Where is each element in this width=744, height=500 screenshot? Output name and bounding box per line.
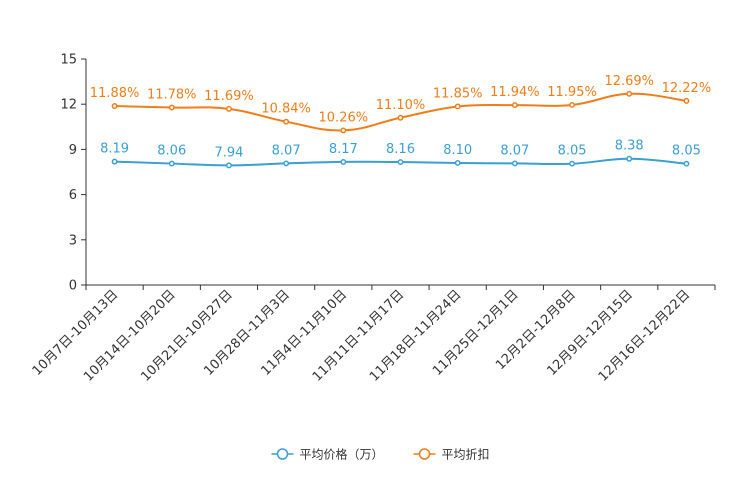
data-label: 8.05 (672, 144, 701, 159)
y-tick-label: 9 (69, 143, 77, 158)
data-label: 11.88% (90, 86, 140, 101)
legend-marker-icon (418, 448, 431, 460)
data-point[interactable] (454, 103, 461, 110)
data-point[interactable] (226, 162, 232, 169)
data-label: 8.06 (157, 144, 186, 159)
data-label: 8.17 (329, 142, 358, 157)
legend[interactable]: 平均价格（万） 平均折扣 (271, 447, 490, 462)
legend-label: 平均折扣 (442, 447, 490, 462)
data-label: 8.05 (558, 144, 587, 159)
data-point[interactable] (111, 158, 118, 165)
legend-marker-icon (276, 448, 289, 460)
data-point[interactable] (340, 127, 347, 134)
legend-item-1[interactable]: 平均价格（万） (271, 447, 384, 462)
data-point[interactable] (226, 105, 232, 112)
legend-item-2[interactable]: 平均折扣 (413, 447, 490, 462)
data-label: 8.07 (272, 143, 301, 158)
data-label: 8.07 (500, 143, 529, 158)
data-label: 8.10 (443, 143, 472, 158)
data-point[interactable] (626, 90, 633, 97)
data-label: 8.38 (615, 139, 644, 154)
data-point[interactable] (168, 160, 175, 167)
y-tick-label: 0 (69, 279, 77, 294)
y-tick-label: 12 (60, 98, 77, 113)
data-point[interactable] (340, 158, 347, 165)
y-tick-label: 3 (69, 233, 77, 248)
data-point[interactable] (283, 118, 290, 125)
y-axis: 0 3 6 9 12 15 (60, 53, 87, 294)
data-label: 7.94 (214, 145, 243, 160)
data-point[interactable] (511, 102, 518, 109)
data-label: 11.78% (147, 88, 197, 103)
data-label: 12.69% (604, 74, 654, 89)
data-point[interactable] (683, 160, 690, 167)
data-label: 11.69% (204, 89, 254, 104)
y-tick-label: 15 (60, 53, 77, 68)
data-point[interactable] (168, 104, 175, 111)
data-label: 11.85% (433, 86, 483, 101)
data-label: 11.94% (490, 85, 540, 100)
data-point[interactable] (397, 159, 404, 166)
y-tick-label: 6 (69, 188, 77, 203)
data-point[interactable] (569, 102, 575, 108)
data-point[interactable] (283, 160, 290, 167)
x-axis: 10月7日-10月13日10月14日-10月20日10月21日-10月27日10… (30, 284, 716, 385)
data-point[interactable] (683, 97, 690, 104)
data-label: 11.10% (376, 98, 426, 113)
series-2: 11.88% 11.78% 11.69% 10.84% 10.26% 11.10% 11.8… (90, 74, 712, 134)
data-point[interactable] (569, 160, 575, 167)
series-1: 8.19 8.06 7.94 8.07 8.17 8.16 8.10 8.07 8.05 8.38… (100, 139, 701, 169)
data-point[interactable] (626, 155, 633, 162)
data-label: 8.19 (100, 142, 129, 157)
data-label: 11.95% (547, 85, 597, 100)
legend-label: 平均价格（万） (300, 447, 384, 462)
data-label: 12.22% (662, 81, 712, 96)
data-label: 8.16 (386, 142, 415, 157)
data-label: 10.26% (319, 110, 369, 125)
data-label: 10.84% (261, 102, 311, 117)
data-point[interactable] (397, 114, 404, 121)
series-layer: 8.19 8.06 7.94 8.07 8.17 8.16 8.10 8.07 8.05 8.38… (90, 74, 712, 169)
data-point[interactable] (454, 160, 461, 166)
data-point[interactable] (111, 103, 118, 109)
data-point[interactable] (511, 160, 518, 167)
